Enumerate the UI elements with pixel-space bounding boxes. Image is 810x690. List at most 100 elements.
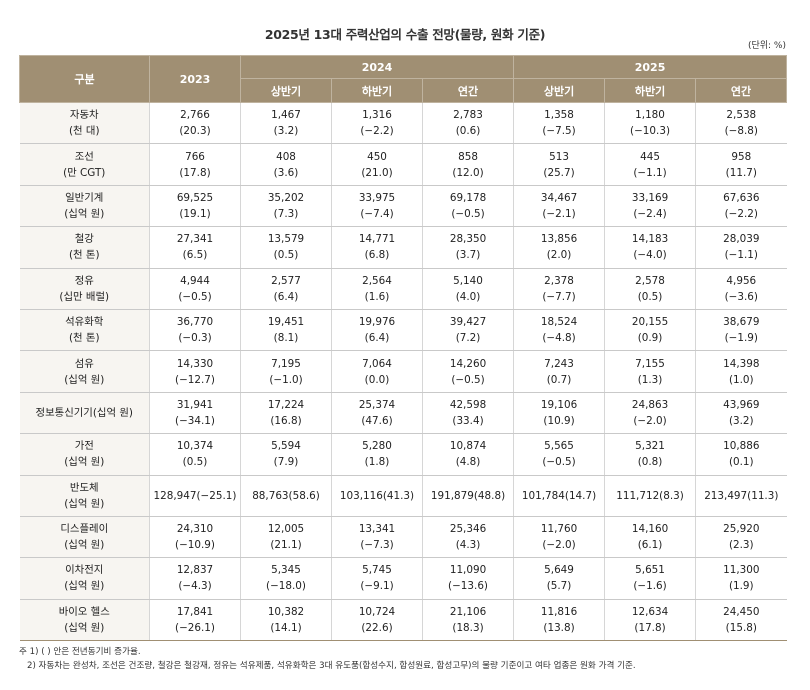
- cell-value: 7,243: [544, 357, 574, 370]
- cell-value: 12,837: [176, 564, 214, 577]
- table-cell: 2,564 (1.6): [331, 267, 423, 310]
- row-unit: (천 대): [68, 125, 100, 138]
- table-cell: 12,634 (17.8): [604, 598, 696, 642]
- cell-change: (−2.1): [542, 207, 576, 220]
- cell-value: 13,341: [358, 523, 396, 536]
- table-cell: 36,770 (−0.3): [149, 308, 241, 352]
- cell-value: 7,064: [362, 357, 392, 370]
- row-name: 정보통신기기(십억 원): [35, 406, 133, 419]
- table-cell: 27,341 (6.5): [149, 226, 241, 269]
- cell-value: 2,766: [180, 109, 210, 122]
- cell-change: (15.8): [725, 621, 757, 634]
- table-cell: 67,636 (−2.2): [695, 184, 787, 228]
- row-unit: (십억 원): [64, 539, 105, 552]
- table-cell: 5,565 (−0.5): [513, 433, 605, 476]
- cell-value: 10,886: [723, 440, 760, 453]
- table-cell: 766 (17.8): [149, 143, 241, 186]
- cell-value: 858: [458, 150, 478, 163]
- cell-value: 2,577: [271, 274, 301, 287]
- cell-change: (−1.0): [269, 373, 303, 386]
- table-cell: 11,300 (1.9): [695, 557, 787, 600]
- row-name: 바이오 헬스: [58, 605, 110, 618]
- cell-value: 11,090: [449, 564, 487, 577]
- table-cell: 69,525 (19.1): [149, 184, 241, 228]
- cell-change: (6.8): [364, 249, 390, 262]
- cell-value: 5,345: [271, 564, 301, 577]
- cell-value: 14,160: [631, 523, 669, 536]
- cell-change: (−4.0): [633, 249, 667, 262]
- cell-value: 11,300: [723, 564, 760, 577]
- cell-change: (−7.4): [360, 207, 394, 220]
- cell-change: (−2.4): [633, 207, 667, 220]
- table-cell: 5,140 (4.0): [421, 267, 514, 310]
- cell-value: 20,155: [631, 316, 669, 329]
- table-cell: 11,090 (−13.6): [421, 557, 514, 600]
- cell-value: 5,280: [362, 440, 392, 453]
- table-cell: 12,005 (21.1): [240, 515, 332, 559]
- cell-value: 12,005: [267, 523, 305, 536]
- table-cell: 25,346 (4.3): [421, 515, 514, 559]
- table-cell: 1,467 (3.2): [240, 101, 332, 145]
- table-cell: 958 (11.7): [695, 143, 787, 186]
- table-cell: 1,358 (−7.5): [513, 101, 605, 145]
- table-cell: 43,969 (3.2): [695, 391, 787, 435]
- table-row: 이차전지 (십억 원) 12,837 (−4.3) 5,345 (−18.0) 5,745 (…: [19, 557, 787, 600]
- cell-change: (−7.3): [360, 539, 394, 552]
- row-label: 석유화학 (천 톤): [19, 308, 150, 352]
- cell-change: (−0.5): [178, 290, 212, 303]
- cell-value: 111,712(8.3): [616, 489, 684, 502]
- table-cell: 35,202 (7.3): [240, 184, 332, 228]
- cell-change: (47.6): [361, 414, 393, 427]
- cell-value: 2,578: [635, 274, 665, 287]
- table-cell: 14,330 (−12.7): [149, 350, 241, 393]
- cell-value: 1,467: [271, 109, 301, 122]
- header-2024-annual: 연간: [421, 78, 515, 103]
- table-cell: 2,766 (20.3): [149, 101, 241, 145]
- table-row: 바이오 헬스 (십억 원) 17,841 (−26.1) 10,382 (14.1) 10,…: [19, 598, 787, 642]
- cell-change: (−1.1): [633, 166, 667, 179]
- cell-change: (0.5): [182, 456, 208, 469]
- table-cell: 5,345 (−18.0): [240, 557, 332, 600]
- row-label: 일반기계 (십억 원): [19, 184, 150, 228]
- header-2025-h1: 상반기: [513, 78, 606, 103]
- table-cell: 11,760 (−2.0): [513, 515, 605, 559]
- header-2024-h2: 하반기: [331, 78, 423, 103]
- cell-change: (−1.1): [724, 249, 758, 262]
- cell-value: 14,260: [449, 357, 487, 370]
- table-cell: 5,594 (7.9): [240, 433, 332, 476]
- table-body: 자동차 (천 대) 2,766 (20.3) 1,467 (3.2) 1,316 (−2.2)…: [19, 101, 787, 642]
- table-cell: 14,160 (6.1): [604, 515, 696, 559]
- cell-change: (3.2): [728, 414, 754, 427]
- cell-change: (16.8): [270, 414, 302, 427]
- row-unit: (천 톤): [68, 332, 100, 345]
- table-cell: 14,260 (−0.5): [421, 350, 514, 393]
- cell-value: 4,944: [180, 274, 210, 287]
- cell-change: (22.6): [361, 621, 393, 634]
- table-cell: 14,398 (1.0): [695, 350, 787, 393]
- row-name: 섬유: [74, 357, 94, 370]
- cell-value: 13,579: [267, 233, 305, 246]
- row-name: 철강: [74, 233, 94, 246]
- cell-value: 17,841: [176, 605, 214, 618]
- row-name: 디스플레이: [60, 523, 109, 536]
- table-cell: 10,374 (0.5): [149, 433, 241, 476]
- row-label: 조선 (만 CGT): [19, 143, 150, 186]
- table-cell: 450 (21.0): [331, 143, 423, 186]
- table-cell: 25,920 (2.3): [695, 515, 787, 559]
- cell-change: (−4.3): [178, 580, 212, 593]
- cell-value: 11,816: [540, 605, 578, 618]
- header-2025-annual: 연간: [695, 78, 788, 103]
- cell-value: 5,651: [635, 564, 665, 577]
- table-cell: 17,224 (16.8): [240, 391, 332, 435]
- cell-change: (2.3): [728, 539, 754, 552]
- table-cell: 13,579 (0.5): [240, 226, 332, 269]
- cell-change: (4.8): [455, 456, 481, 469]
- table-cell: 101,784(14.7): [513, 474, 605, 517]
- table-cell: 1,316 (−2.2): [331, 101, 423, 145]
- row-name: 석유화학: [65, 316, 104, 329]
- footnote-2: 2) 자동차는 완성차, 조선은 건조량, 철강은 철강재, 정유는 석유제품,…: [27, 661, 636, 671]
- cell-change: (18.3): [452, 621, 484, 634]
- table-cell: 10,886 (0.1): [695, 433, 787, 476]
- row-label: 철강 (천 톤): [19, 226, 150, 269]
- table-cell: 18,524 (−4.8): [513, 308, 605, 352]
